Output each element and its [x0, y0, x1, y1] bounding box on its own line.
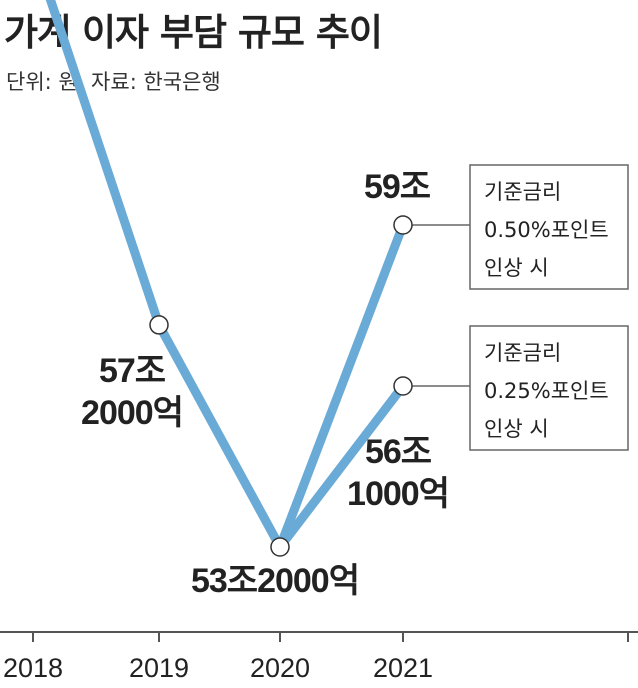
data-label-line: 1000억 [347, 475, 449, 513]
data-label-line: 59조 [364, 168, 431, 206]
data-label-line: 53조2000억 [191, 562, 359, 600]
x-tick-label: 2020 [250, 653, 310, 683]
data-label-line: 56조 [365, 433, 432, 471]
annotation-box [469, 325, 629, 451]
annotation-text: 인상 시 [484, 256, 549, 280]
annotation-box [469, 164, 629, 290]
annotation-text: 0.50%포인트 [484, 218, 609, 242]
data-point [149, 315, 169, 335]
annotation-text: 0.25%포인트 [484, 379, 609, 403]
annotation-text: 인상 시 [484, 417, 549, 441]
data-label: 59조 [364, 168, 431, 206]
data-point [270, 537, 290, 557]
x-tick-label: 2021 [373, 653, 433, 683]
data-point [393, 215, 413, 235]
chart-subtitle: 단위: 원, 자료: 한국은행 [6, 70, 221, 94]
data-label-line: 2000억 [81, 394, 183, 432]
x-tick-label: 2019 [129, 653, 189, 683]
series-line-1 [45, 0, 408, 552]
data-label-line: 57조 [99, 352, 166, 390]
annotation-text: 기준금리 [484, 180, 561, 204]
data-label: 53조2000억 [191, 562, 359, 600]
data-label: 56조 1000억 [347, 433, 449, 513]
x-tick-label: 2018 [3, 653, 63, 683]
series-line-2 [275, 381, 408, 552]
annotation-text: 기준금리 [484, 341, 561, 365]
data-label: 57조 2000억 [81, 352, 183, 432]
data-point [393, 376, 413, 396]
